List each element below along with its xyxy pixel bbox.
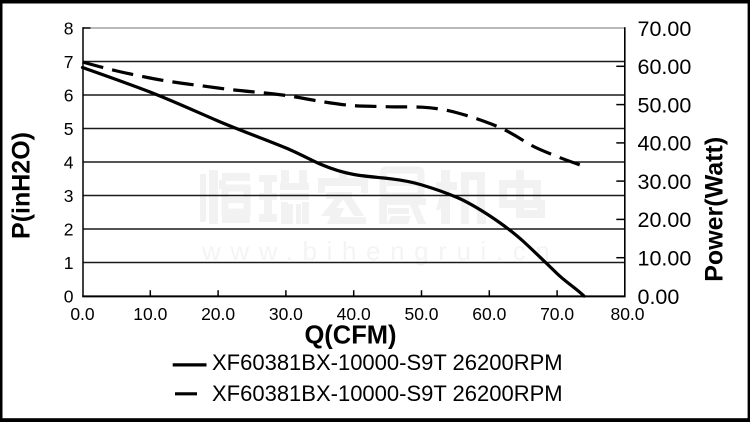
svg-text:1: 1	[64, 253, 74, 273]
svg-text:P(inH2O): P(inH2O)	[8, 132, 36, 239]
svg-text:4: 4	[64, 152, 74, 172]
svg-text:80.0: 80.0	[610, 304, 644, 324]
svg-text:XF60381BX-10000-S9T 26200RPM: XF60381BX-10000-S9T 26200RPM	[212, 350, 563, 375]
svg-text:40.0: 40.0	[337, 304, 371, 324]
svg-text:Q(CFM): Q(CFM)	[304, 322, 396, 350]
svg-text:70.0: 70.0	[540, 304, 574, 324]
svg-text:7: 7	[64, 52, 74, 72]
svg-text:50.00: 50.00	[638, 93, 692, 117]
svg-text:Power(Watt): Power(Watt)	[701, 137, 729, 282]
svg-text:6: 6	[64, 85, 74, 105]
svg-text:30.00: 30.00	[638, 170, 692, 194]
svg-text:2: 2	[64, 219, 74, 239]
svg-text:20.00: 20.00	[638, 208, 692, 232]
svg-text:8: 8	[64, 18, 74, 38]
svg-text:10.00: 10.00	[638, 247, 692, 271]
svg-text:60.00: 60.00	[638, 55, 692, 79]
svg-text:0.0: 0.0	[70, 304, 95, 324]
svg-text:3: 3	[64, 186, 74, 206]
svg-text:30.0: 30.0	[269, 304, 303, 324]
svg-text:50.0: 50.0	[404, 304, 438, 324]
svg-text:20.0: 20.0	[201, 304, 235, 324]
svg-text:10.0: 10.0	[133, 304, 167, 324]
svg-text:0.00: 0.00	[638, 285, 680, 309]
svg-text:0: 0	[64, 286, 74, 306]
svg-text:XF60381BX-10000-S9T 26200RPM: XF60381BX-10000-S9T 26200RPM	[212, 381, 563, 406]
svg-text:40.00: 40.00	[638, 132, 692, 156]
svg-text:60.0: 60.0	[472, 304, 506, 324]
svg-text:www.bihengrui.cn: www.bihengrui.cn	[201, 236, 559, 266]
svg-text:70.00: 70.00	[638, 17, 692, 41]
svg-text:5: 5	[64, 119, 74, 139]
